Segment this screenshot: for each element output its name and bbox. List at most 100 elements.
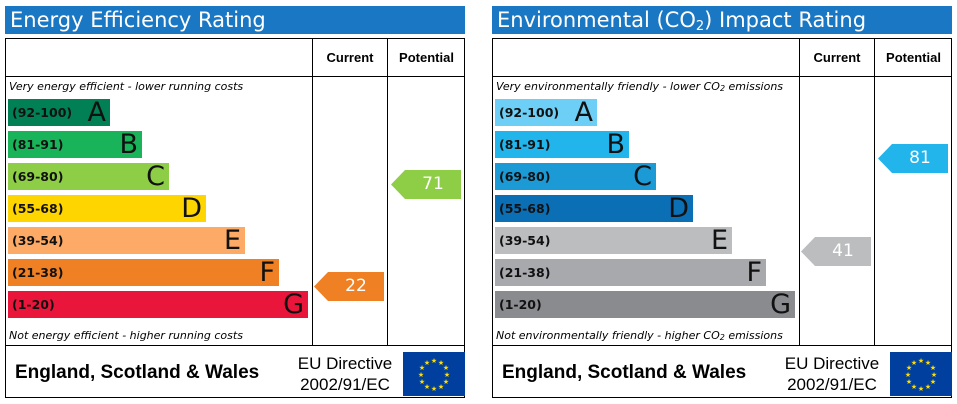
divider: [5, 345, 465, 346]
note-text: Not environmentally friendly - higher CO: [496, 329, 720, 342]
svg-text:★: ★: [418, 371, 424, 379]
band-range: (1-20): [499, 297, 542, 312]
band-letter: G: [283, 289, 304, 320]
top-note: Very environmentally friendly - lower CO…: [496, 80, 783, 93]
potential-rating-arrow: 71: [391, 170, 461, 199]
rating-band-c: (69-80) C: [495, 161, 656, 192]
band-range: (55-68): [499, 201, 551, 216]
column-header-current: Current: [813, 50, 861, 65]
band-letter: C: [146, 161, 165, 192]
note-text: emissions: [724, 329, 783, 342]
divider: [492, 345, 952, 346]
band-range: (69-80): [499, 169, 551, 184]
svg-text:★: ★: [918, 385, 924, 393]
directive-line-1: EU Directive: [784, 354, 880, 373]
band-range: (81-91): [12, 137, 64, 152]
bottom-note: Not environmentally friendly - higher CO…: [496, 329, 783, 342]
divider: [387, 38, 388, 346]
note-subscript: 2: [719, 333, 725, 342]
rating-band-f: (21-38) F: [495, 257, 766, 288]
directive-line-1: EU Directive: [297, 354, 393, 373]
divider: [492, 76, 952, 77]
footer-directive: EU Directive 2002/91/EC: [285, 353, 405, 395]
svg-text:★: ★: [431, 357, 437, 365]
eu-flag-icon: ★ ★ ★ ★ ★ ★ ★ ★ ★ ★ ★ ★: [890, 352, 952, 396]
potential-rating-value: 71: [422, 174, 444, 194]
svg-text:★: ★: [925, 359, 931, 367]
band-range: (92-100): [12, 105, 73, 120]
band-range: (39-54): [12, 233, 64, 248]
svg-text:★: ★: [431, 385, 437, 393]
band-letter: A: [574, 97, 593, 128]
environmental-impact-panel: Environmental (CO2) Impact Rating Curren…: [492, 6, 952, 398]
band-range: (81-91): [499, 137, 551, 152]
note-text: Very environmentally friendly - lower CO: [496, 80, 720, 93]
band-letter: B: [606, 129, 625, 160]
divider: [799, 38, 800, 346]
column-header-current: Current: [326, 50, 374, 65]
rating-band-e: (39-54) E: [495, 225, 732, 256]
band-range: (1-20): [12, 297, 55, 312]
band-letter: A: [87, 97, 106, 128]
column-header-potential: Potential: [886, 50, 941, 65]
rating-band-c: (69-80) C: [8, 161, 169, 192]
band-letter: D: [668, 193, 689, 224]
rating-band-f: (21-38) F: [8, 257, 279, 288]
band-letter: E: [710, 225, 728, 256]
bottom-note: Not energy efficient - higher running co…: [9, 329, 243, 342]
svg-text:★: ★: [444, 371, 450, 379]
title-prefix: Environmental (CO: [497, 8, 696, 32]
footer-directive: EU Directive 2002/91/EC: [772, 353, 892, 395]
divider: [312, 38, 313, 346]
potential-rating-arrow: 81: [878, 144, 948, 173]
svg-text:★: ★: [930, 378, 936, 386]
band-range: (69-80): [12, 169, 64, 184]
svg-text:★: ★: [911, 383, 917, 391]
band-range: (21-38): [12, 265, 64, 280]
panel-frame: [492, 38, 952, 398]
svg-text:★: ★: [905, 371, 911, 379]
band-letter: D: [181, 193, 202, 224]
potential-rating-value: 81: [909, 148, 931, 168]
rating-band-d: (55-68) D: [495, 193, 693, 224]
svg-text:★: ★: [911, 359, 917, 367]
top-note: Very energy efficient - lower running co…: [9, 80, 244, 93]
band-range: (39-54): [499, 233, 551, 248]
title-suffix: ) Impact Rating: [704, 8, 867, 32]
rating-band-d: (55-68) D: [8, 193, 206, 224]
panel-title: Energy Efficiency Rating: [5, 6, 465, 34]
svg-text:★: ★: [930, 364, 936, 372]
divider: [5, 76, 465, 77]
current-rating-value: 22: [345, 276, 367, 296]
rating-band-g: (1-20) G: [8, 289, 308, 320]
directive-line-2: 2002/91/EC: [787, 375, 877, 394]
svg-text:★: ★: [906, 378, 912, 386]
band-range: (21-38): [499, 265, 551, 280]
band-letter: G: [770, 289, 791, 320]
column-header-potential: Potential: [399, 50, 454, 65]
band-letter: B: [119, 129, 138, 160]
current-rating-value: 41: [832, 241, 854, 261]
rating-band-e: (39-54) E: [8, 225, 245, 256]
band-range: (92-100): [499, 105, 560, 120]
band-letter: F: [746, 257, 762, 288]
panel-frame: [5, 38, 465, 398]
energy-efficiency-panel: Energy Efficiency Rating Current Potenti…: [5, 6, 465, 398]
svg-text:★: ★: [918, 357, 924, 365]
rating-band-b: (81-91) B: [495, 129, 629, 160]
svg-text:★: ★: [419, 364, 425, 372]
svg-text:★: ★: [424, 359, 430, 367]
svg-text:★: ★: [925, 383, 931, 391]
svg-text:★: ★: [438, 359, 444, 367]
rating-band-a: (92-100) A: [8, 97, 110, 128]
footer-region: England, Scotland & Wales: [502, 362, 747, 383]
svg-text:★: ★: [931, 371, 937, 379]
rating-band-g: (1-20) G: [495, 289, 795, 320]
divider: [874, 38, 875, 346]
footer-region: England, Scotland & Wales: [15, 362, 260, 383]
title-subscript: 2: [695, 19, 705, 34]
band-letter: C: [633, 161, 652, 192]
band-letter: E: [223, 225, 241, 256]
svg-text:★: ★: [424, 383, 430, 391]
svg-text:★: ★: [419, 378, 425, 386]
